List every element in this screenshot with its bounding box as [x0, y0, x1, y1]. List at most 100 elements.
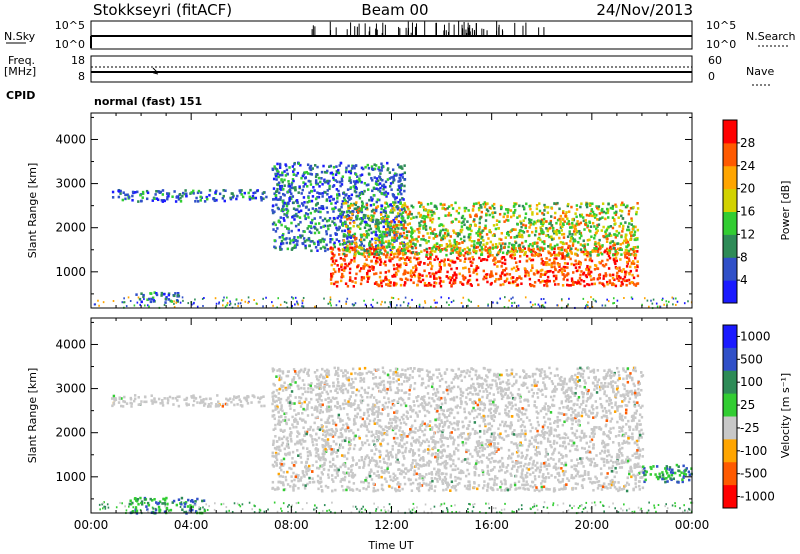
echo-cell — [572, 218, 576, 222]
echo-cell — [311, 438, 314, 441]
echo-cell — [368, 253, 371, 256]
echo-cell — [485, 273, 489, 276]
echo-cell — [541, 249, 545, 252]
echo-cell — [294, 296, 297, 299]
echo-cell — [528, 234, 531, 237]
echo-cell — [612, 302, 614, 305]
echo-cell — [500, 238, 503, 241]
colorbar-tick-label: 28 — [740, 136, 755, 150]
echo-cell — [480, 253, 483, 256]
echo-cell — [587, 268, 591, 271]
echo-cell — [475, 213, 478, 217]
echo-cell — [609, 245, 612, 249]
echo-cell — [396, 212, 400, 215]
echo-cell — [303, 240, 307, 243]
echo-cell — [362, 213, 366, 217]
echo-cell — [181, 296, 184, 299]
echo-cell — [300, 442, 303, 446]
echo-cell — [141, 190, 145, 194]
echo-cell — [321, 444, 324, 447]
echo-cell — [284, 415, 287, 419]
echo-cell — [637, 436, 641, 440]
echo-cell — [499, 283, 502, 287]
echo-cell — [395, 196, 398, 199]
echo-cell — [433, 243, 436, 247]
echo-cell — [209, 397, 212, 401]
echo-cell — [364, 455, 368, 459]
echo-cell — [659, 305, 662, 308]
echo-cell — [554, 254, 557, 257]
echo-cell — [519, 254, 522, 258]
echo-cell — [576, 220, 579, 223]
echo-cell — [395, 224, 398, 227]
echo-cell — [548, 429, 551, 433]
echo-cell — [161, 193, 165, 196]
echo-cell — [397, 214, 401, 218]
echo-cell — [608, 232, 611, 236]
echo-cell — [619, 243, 622, 246]
echo-cell — [365, 229, 368, 233]
echo-cell — [314, 416, 317, 420]
nsky-top-tick: 10^5 — [55, 19, 85, 32]
echo-cell — [393, 225, 396, 229]
echo-cell — [607, 225, 610, 229]
echo-cell — [315, 208, 318, 212]
echo-cell — [444, 477, 448, 481]
echo-cell — [332, 176, 335, 180]
echo-cell — [179, 196, 182, 200]
echo-cell — [173, 306, 176, 309]
echo-cell — [522, 464, 526, 468]
echo-cell — [475, 202, 478, 205]
echo-cell — [294, 186, 297, 189]
echo-cell — [613, 410, 617, 413]
echo-cell — [425, 253, 428, 257]
echo-cell — [504, 267, 508, 270]
echo-cell — [341, 242, 345, 246]
echo-cell — [494, 227, 498, 231]
echo-cell — [141, 196, 144, 199]
echo-cell — [311, 440, 314, 444]
echo-cell — [375, 244, 378, 248]
echo-cell — [291, 246, 294, 250]
echo-cell — [493, 234, 496, 237]
echo-cell — [402, 207, 406, 210]
echo-cell — [260, 404, 263, 408]
echo-cell — [251, 195, 255, 198]
echo-cell — [378, 169, 381, 172]
echo-cell — [238, 398, 241, 402]
echo-cell — [550, 262, 554, 265]
echo-cell — [524, 224, 528, 227]
echo-cell — [329, 237, 332, 241]
echo-cell — [148, 305, 150, 308]
echo-cell — [213, 199, 216, 203]
echo-cell — [633, 283, 636, 286]
echo-cell — [295, 174, 298, 177]
echo-cell — [331, 238, 334, 241]
echo-cell — [576, 448, 579, 452]
colorbar-tick-label: 4 — [740, 273, 748, 287]
echo-cell — [370, 199, 374, 202]
echo-cell — [574, 391, 577, 395]
echo-cell — [539, 247, 542, 251]
echo-cell — [458, 233, 461, 236]
echo-cell — [627, 243, 630, 247]
echo-cell — [478, 217, 482, 221]
echo-cell — [591, 221, 595, 225]
echo-cell — [262, 191, 266, 194]
echo-cell — [137, 396, 140, 399]
echo-cell — [559, 379, 562, 382]
echo-cell — [601, 202, 605, 206]
echo-cell — [501, 242, 504, 245]
echo-cell — [545, 412, 548, 416]
echo-cell — [272, 228, 275, 231]
echo-cell — [388, 245, 391, 248]
echo-cell — [483, 447, 487, 451]
echo-cell — [429, 275, 432, 278]
echo-cell — [484, 202, 488, 206]
echo-cell — [488, 253, 492, 257]
echo-cell — [326, 169, 329, 173]
echo-cell — [467, 252, 470, 256]
echo-cell — [307, 179, 310, 183]
echo-cell — [192, 403, 195, 407]
echo-cell — [366, 214, 370, 218]
